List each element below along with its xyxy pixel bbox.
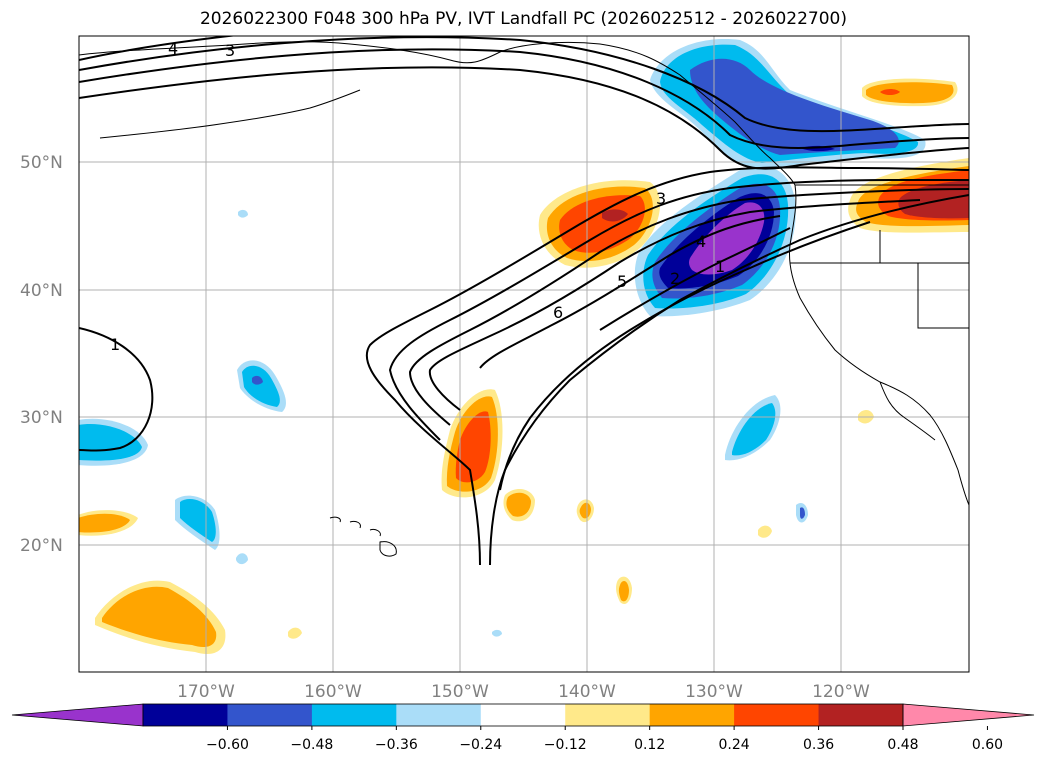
neg-blob-1-core [252,375,263,385]
contour-11 [479,215,781,369]
neg-blob-6 [236,553,248,565]
colorbar-tick-label: 0.48 [887,737,918,753]
lat-label-40: 40°N [20,281,63,301]
colorbar-box [227,704,313,726]
colorbar [11,703,1035,727]
neg-blob-7 [238,209,248,218]
west-coast [789,184,969,506]
lon-label-130w: 130°W [685,682,743,702]
pos-blob-7-in [102,586,217,648]
contour-label: 1 [110,335,120,354]
coastlines [79,41,969,557]
alaska-coast [79,41,796,186]
neg-blob-3-in [180,499,216,542]
pos-blob-6-in [79,513,130,533]
contours [79,36,969,566]
colorbar-box [480,704,566,726]
contour-12 [499,221,871,491]
colorbar-box [734,704,820,726]
contour-label: 4 [696,232,706,251]
contour-3 [79,36,969,133]
colorbar-extend-low [11,703,144,727]
latitude-labels: 20°N 30°N 40°N 50°N [20,153,63,556]
hawaii [329,516,397,557]
neg-blob-5-in [800,507,805,519]
colorbar-tick-label: −0.48 [290,737,333,753]
map-title: 2026022300 F048 300 hPa PV, IVT Landfall… [199,9,847,29]
contour-outer [79,66,969,170]
contour-10 [428,199,921,411]
lat-label-50: 50°N [20,153,63,173]
colorbar-tick-label: −0.24 [459,737,502,753]
contour-13 [599,227,791,331]
contour-label: 5 [617,272,627,291]
neg-blob-1-in [242,365,280,407]
lat-label-20: 20°N [20,536,63,556]
pos-blob-3-in [618,580,629,602]
contour-label: 1 [715,257,725,276]
colorbar-box [565,704,651,726]
contour-label: 3 [225,41,235,60]
contour-labels: 4 3 1 3 5 6 4 2 1 [110,39,725,354]
contour-6 [365,166,969,566]
colorbar-extend-high [902,703,1035,727]
pos-blob-2-in [579,502,591,519]
contour-label: 6 [553,303,563,322]
colorbar-tick-label: −0.60 [206,737,249,753]
colorbar-tick-label: −0.12 [544,737,587,753]
colorbar-box [649,704,735,726]
lat-label-30: 30°N [20,408,63,428]
neg-blob-4-in [732,403,776,456]
colorbar-box [818,704,904,726]
contour-4 [79,36,238,61]
pos-core-dark [602,209,628,222]
colorbar-box [311,704,397,726]
colorbar-tick-label: 0.60 [972,737,1003,753]
colorbar-tick-label: 0.24 [719,737,750,753]
lon-label-140w: 140°W [558,682,616,702]
baja [879,381,936,441]
contour-5 [79,327,154,452]
colorbar-box [143,704,228,726]
pos-blob-1-in [506,492,531,517]
contour-label: 3 [656,189,666,208]
neg-blob-2-in [79,424,142,461]
aleutians [99,89,361,139]
pos-blob-4 [758,525,772,538]
contour-label: 2 [670,269,680,288]
map-frame [78,35,970,673]
pos-north-red [880,89,900,95]
colorbar-box [396,704,482,726]
pos-north-orange [866,82,954,104]
contour-label: 4 [168,39,178,58]
contour-8 [388,178,969,441]
lon-label-170w: 170°W [177,682,235,702]
colorbar-labels: −0.60 −0.48 −0.36 −0.24 −0.12 0.12 0.24 0.36 0.4… [206,726,1003,753]
colorbar-tick-label: 0.36 [803,737,834,753]
colorbar-outline [142,703,904,727]
neg-blob-8 [492,629,502,637]
contour-2 [79,48,969,149]
lon-label-150w: 150°W [431,682,489,702]
lon-label-120w: 120°W [812,682,870,702]
lon-label-160w: 160°W [304,682,362,702]
contour-9 [408,188,969,426]
state-border-1 [879,230,969,329]
longitude-labels: 170°W 160°W 150°W 140°W 130°W 120°W [177,682,870,702]
graticule [79,36,969,672]
pos-blob-8 [288,627,302,639]
colorbar-tick-label: −0.36 [375,737,418,753]
colorbar-tick-label: 0.12 [634,737,665,753]
neg-core-purple [689,202,765,275]
